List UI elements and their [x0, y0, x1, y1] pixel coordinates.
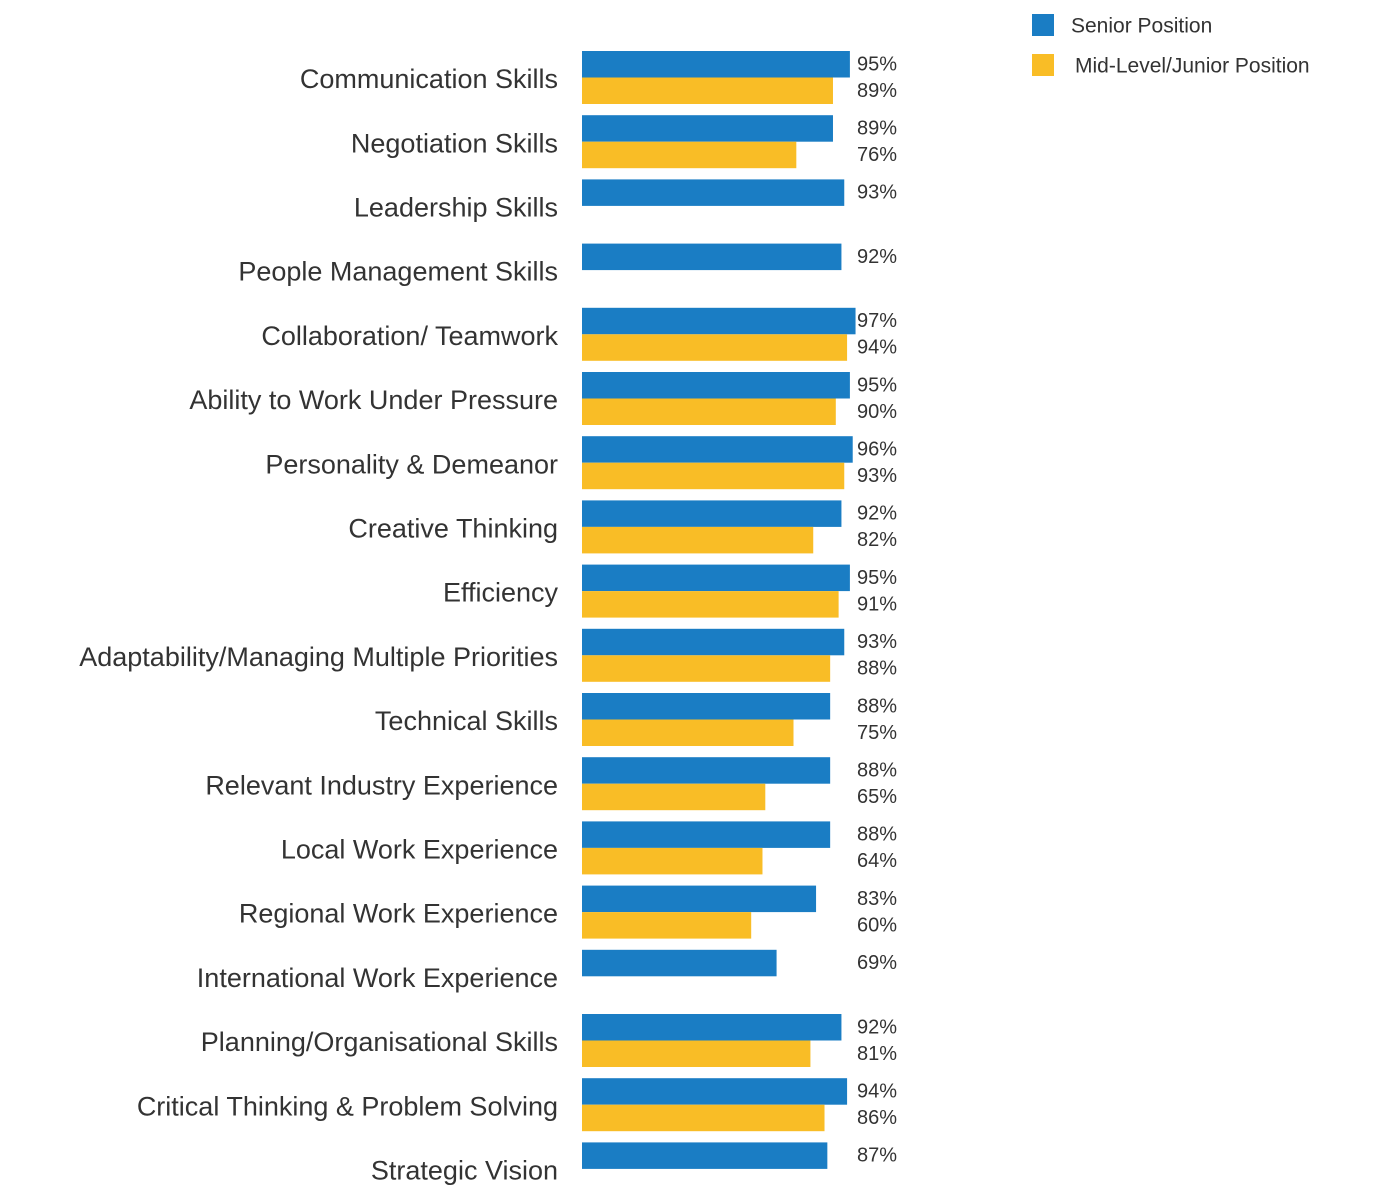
- bar: [582, 1040, 811, 1067]
- bar: [582, 334, 848, 361]
- value-label: 96%: [857, 438, 897, 460]
- value-label: 76%: [857, 144, 897, 166]
- category-label: Creative Thinking: [348, 514, 558, 544]
- bar: [582, 1014, 842, 1041]
- value-label: 87%: [857, 1145, 897, 1167]
- bar: [582, 912, 752, 939]
- category-label: Critical Thinking & Problem Solving: [137, 1091, 558, 1121]
- value-label: 88%: [857, 824, 897, 846]
- value-label: 81%: [857, 1043, 897, 1065]
- value-label: 95%: [857, 53, 897, 75]
- legend-swatch: [1032, 14, 1054, 36]
- value-label: 90%: [857, 401, 897, 423]
- bar: [582, 307, 856, 335]
- bar: [582, 500, 842, 527]
- category-label: Communication Skills: [300, 64, 558, 94]
- category-label: Negotiation Skills: [351, 128, 558, 158]
- bar: [582, 398, 836, 425]
- value-label: 88%: [857, 759, 897, 781]
- value-label: 64%: [857, 850, 897, 872]
- bar: [582, 564, 850, 592]
- bar: [582, 847, 763, 875]
- category-label: Adaptability/Managing Multiple Prioritie…: [79, 642, 558, 672]
- bar: [582, 821, 831, 848]
- value-label: 93%: [857, 182, 897, 204]
- bar: [582, 655, 831, 682]
- category-label: Local Work Experience: [281, 835, 558, 865]
- bar: [582, 757, 831, 784]
- bar: [582, 628, 845, 656]
- value-label: 93%: [857, 465, 897, 487]
- bar: [582, 591, 839, 618]
- value-label: 83%: [857, 888, 897, 910]
- category-label: Personality & Demeanor: [265, 449, 558, 479]
- bar: [582, 783, 766, 811]
- value-label: 94%: [857, 337, 897, 359]
- value-label: 93%: [857, 631, 897, 653]
- bar: [582, 372, 850, 399]
- legend-swatch: [1032, 54, 1054, 76]
- category-label: Collaboration/ Teamwork: [261, 321, 558, 351]
- value-label: 92%: [857, 246, 897, 268]
- bar: [582, 526, 814, 554]
- bar: [582, 949, 777, 977]
- value-label: 94%: [857, 1080, 897, 1102]
- bar: [582, 719, 794, 746]
- bar: [582, 462, 845, 490]
- value-label: 91%: [857, 593, 897, 615]
- bar: [582, 179, 845, 206]
- value-label: 88%: [857, 695, 897, 717]
- bar: [582, 436, 853, 463]
- category-label: People Management Skills: [238, 257, 558, 287]
- bar: [582, 115, 833, 142]
- legend-label: Senior Position: [1071, 15, 1212, 38]
- value-label: 89%: [857, 80, 897, 102]
- category-label: Planning/Organisational Skills: [201, 1027, 558, 1057]
- category-label: Leadership Skills: [354, 193, 558, 223]
- category-label: Regional Work Experience: [239, 899, 558, 929]
- category-label: Technical Skills: [375, 706, 558, 736]
- value-label: 65%: [857, 786, 897, 808]
- value-label: 92%: [857, 1016, 897, 1038]
- category-label: Ability to Work Under Pressure: [189, 385, 558, 415]
- value-label: 82%: [857, 529, 897, 551]
- value-label: 69%: [857, 952, 897, 974]
- bar: [582, 1078, 848, 1105]
- bar: [582, 51, 850, 78]
- category-label: Relevant Industry Experience: [205, 770, 558, 800]
- value-label: 86%: [857, 1107, 897, 1129]
- value-label: 97%: [857, 310, 897, 332]
- value-label: 88%: [857, 658, 897, 680]
- value-label: 95%: [857, 374, 897, 396]
- bar: [582, 77, 833, 104]
- value-label: 75%: [857, 722, 897, 744]
- bar: [582, 1104, 825, 1132]
- bar: [582, 1142, 828, 1169]
- bar: [582, 141, 797, 169]
- bar: [582, 885, 817, 913]
- category-label: Efficiency: [443, 578, 559, 608]
- bar: [582, 243, 842, 271]
- value-label: 89%: [857, 117, 897, 139]
- category-label: Strategic Vision: [371, 1156, 558, 1186]
- value-label: 60%: [857, 914, 897, 936]
- bar: [582, 693, 831, 720]
- value-label: 92%: [857, 503, 897, 525]
- category-label: International Work Experience: [197, 963, 558, 993]
- legend-label: Mid-Level/Junior Position: [1075, 55, 1310, 78]
- value-label: 95%: [857, 567, 897, 589]
